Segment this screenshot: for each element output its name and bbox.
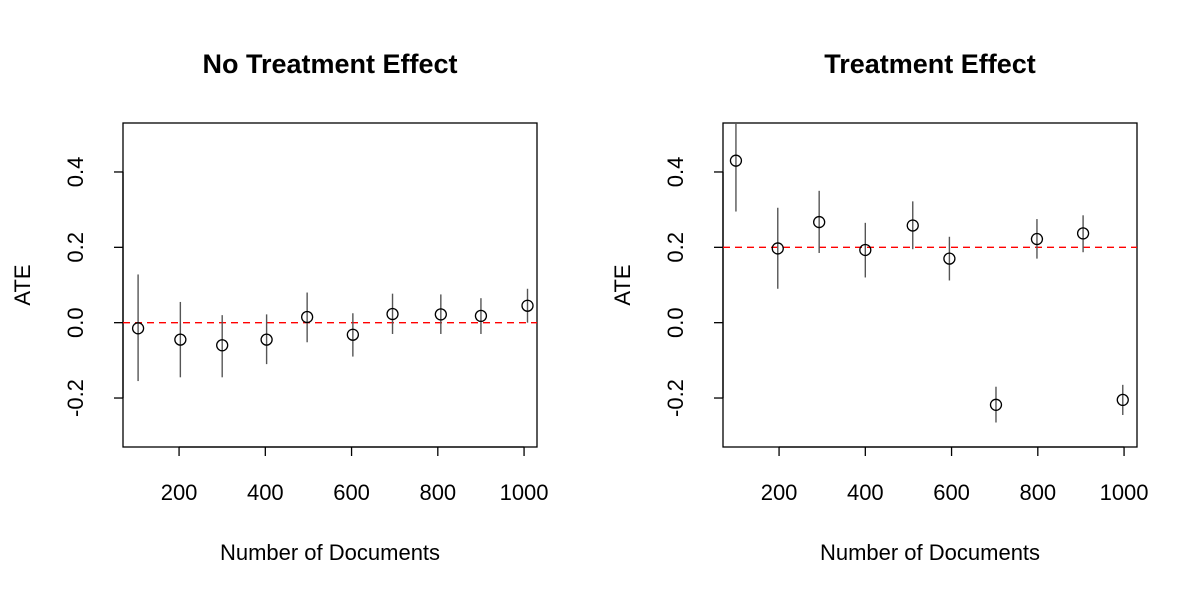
x-tick-label: 600 — [933, 480, 970, 505]
data-point — [386, 307, 399, 321]
x-tick-label: 1000 — [500, 480, 549, 505]
y-tick-label: 0.4 — [63, 157, 88, 188]
x-tick-label: 600 — [333, 480, 370, 505]
data-point — [989, 398, 1003, 411]
chart-panel-no-treatment: No Treatment Effect 200 400 600 800 1000 -0.2… — [10, 49, 549, 565]
data-point — [1076, 227, 1090, 240]
chart-title: No Treatment Effect — [202, 49, 457, 79]
axes-layer: 200 400 600 800 1000 -0.2 0.0 0.2 0.4 — [663, 157, 1149, 505]
y-axis-label: ATE — [10, 264, 35, 305]
y-axis-label: ATE — [610, 264, 635, 305]
y-tick-label: 0.4 — [663, 157, 688, 188]
x-tick-label: 800 — [1019, 480, 1056, 505]
x-tick-label: 1000 — [1100, 480, 1149, 505]
data-point — [943, 252, 956, 265]
data-point — [813, 215, 826, 229]
data-point — [474, 309, 488, 323]
data-point — [521, 299, 534, 312]
data-point — [729, 154, 743, 167]
data-point — [1030, 232, 1044, 246]
x-tick-label: 200 — [761, 480, 798, 505]
data-point — [771, 242, 784, 255]
x-tick-label: 800 — [419, 480, 456, 505]
data-point — [434, 308, 447, 321]
data-point — [906, 219, 919, 232]
y-tick-label: -0.2 — [63, 379, 88, 417]
x-axis-label: Number of Documents — [220, 540, 440, 565]
x-axis-label: Number of Documents — [820, 540, 1040, 565]
data-point — [260, 333, 273, 346]
axes-layer: 200 400 600 800 1000 -0.2 0.0 0.2 0.4 — [63, 157, 549, 505]
x-tick-label: 400 — [847, 480, 884, 505]
data-point — [174, 333, 187, 346]
data-point — [216, 339, 229, 352]
chart-panel-treatment: Treatment Effect 200 400 600 800 1000 -0.2 0.0… — [610, 49, 1149, 565]
y-tick-label: 0.0 — [63, 307, 88, 338]
data-marks-layer — [131, 274, 534, 382]
data-point — [859, 243, 872, 257]
data-point — [131, 322, 145, 335]
y-tick-label: -0.2 — [663, 379, 688, 417]
chart-title: Treatment Effect — [824, 49, 1036, 79]
x-tick-label: 200 — [161, 480, 198, 505]
y-tick-label: 0.0 — [663, 307, 688, 338]
data-point — [346, 328, 360, 341]
data-point — [300, 310, 314, 324]
data-point — [1116, 393, 1129, 407]
y-tick-label: 0.2 — [63, 232, 88, 263]
data-marks-layer — [729, 123, 1129, 423]
x-tick-label: 400 — [247, 480, 284, 505]
y-tick-label: 0.2 — [663, 232, 688, 263]
